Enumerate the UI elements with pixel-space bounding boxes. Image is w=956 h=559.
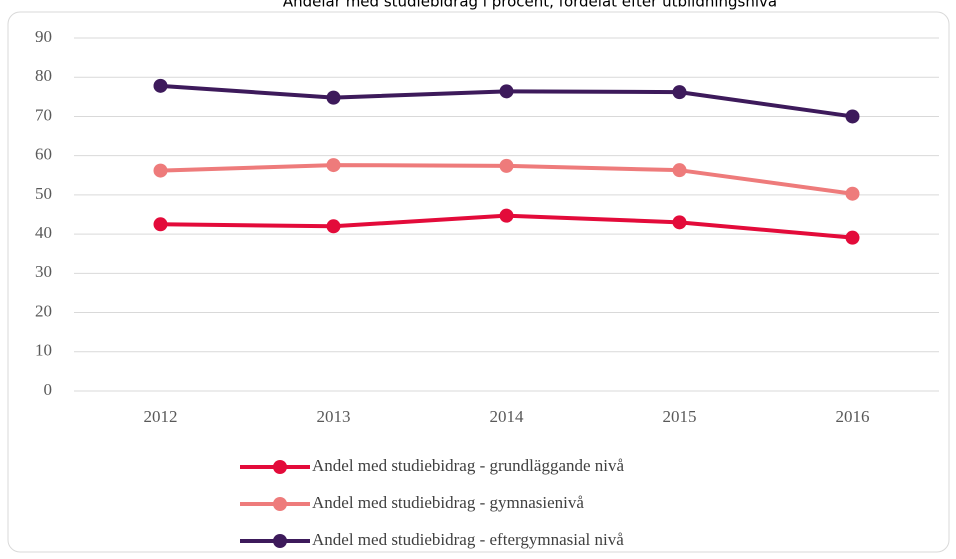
legend-label: Andel med studiebidrag - grundläggande n…: [312, 456, 625, 475]
data-point: [499, 84, 514, 99]
x-tick-label: 2016: [836, 407, 870, 426]
data-point: [672, 215, 687, 230]
y-tick-label: 80: [35, 66, 52, 85]
legend-marker: [273, 534, 287, 548]
data-point: [845, 230, 860, 245]
y-tick-label: 50: [35, 184, 52, 203]
legend-marker: [273, 460, 287, 474]
data-point: [326, 219, 341, 234]
x-tick-label: 2013: [317, 407, 351, 426]
data-point: [499, 208, 514, 223]
y-tick-label: 40: [35, 223, 52, 242]
legend-label: Andel med studiebidrag - eftergymnasial …: [312, 530, 624, 549]
y-tick-label: 90: [35, 27, 52, 46]
data-point: [672, 163, 687, 178]
x-tick-label: 2015: [663, 407, 697, 426]
y-tick-label: 60: [35, 145, 52, 164]
data-point: [326, 158, 341, 173]
chart-title: Andelar med studiebidrag i procent, förd…: [283, 0, 777, 11]
data-point: [845, 186, 860, 201]
data-point: [153, 78, 168, 93]
data-point: [499, 158, 514, 173]
data-point: [845, 109, 860, 124]
data-point: [153, 217, 168, 232]
chart-border: [7, 11, 950, 553]
y-tick-label: 70: [35, 105, 52, 124]
data-point: [153, 163, 168, 178]
data-point: [326, 90, 341, 105]
data-point: [672, 85, 687, 100]
legend-label: Andel med studiebidrag - gymnasienivå: [312, 493, 584, 512]
y-tick-label: 30: [35, 262, 52, 281]
legend-marker: [273, 497, 287, 511]
y-tick-label: 20: [35, 301, 52, 320]
y-tick-label: 10: [35, 341, 52, 360]
x-tick-label: 2012: [144, 407, 178, 426]
x-tick-label: 2014: [490, 407, 525, 426]
y-tick-label: 0: [44, 380, 53, 399]
